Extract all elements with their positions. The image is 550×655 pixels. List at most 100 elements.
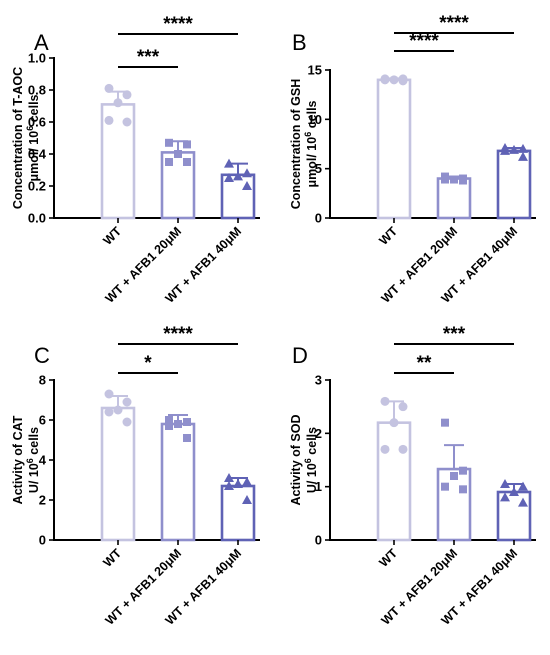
bar bbox=[160, 422, 196, 542]
x-tick-label: WT bbox=[376, 224, 400, 248]
bar bbox=[376, 78, 412, 220]
significance-label: **** bbox=[163, 14, 193, 35]
y-tick-label: 2 bbox=[315, 426, 322, 441]
data-point bbox=[459, 176, 467, 185]
data-point bbox=[174, 420, 182, 428]
y-axis-label-line: Activity of SOD bbox=[289, 415, 303, 506]
y-tick-label: 5 bbox=[315, 161, 322, 176]
y-axis-label-line: U/ 106 cells bbox=[25, 427, 41, 493]
y-axis-label: Concentration of GSH μmol/ 106 cells bbox=[289, 79, 319, 210]
y-axis-label: Concentration of T-AOC μmol/ 106 cells bbox=[11, 67, 41, 209]
data-point bbox=[380, 396, 390, 406]
data-point bbox=[398, 402, 408, 412]
significance-label: * bbox=[144, 353, 152, 374]
data-point bbox=[104, 407, 114, 417]
significance-label: **** bbox=[163, 324, 193, 345]
y-tick-label: 1.0 bbox=[28, 51, 46, 66]
y-tick-label: 0.6 bbox=[28, 115, 46, 130]
data-point bbox=[183, 434, 191, 442]
y-tick-label: 2 bbox=[39, 493, 46, 508]
y-axis-label-line: μmol/ 106 cells bbox=[303, 100, 319, 187]
data-point bbox=[122, 117, 132, 127]
data-point bbox=[183, 140, 191, 149]
data-point bbox=[441, 482, 449, 491]
y-axis-label-line: Concentration of T-AOC bbox=[11, 67, 25, 209]
data-point bbox=[441, 175, 449, 184]
data-point bbox=[224, 481, 234, 490]
data-point bbox=[104, 115, 114, 125]
data-point bbox=[518, 481, 528, 491]
y-axis-label-line: U/ 106 cells bbox=[303, 427, 319, 493]
data-point bbox=[450, 472, 458, 480]
y-axis-label: Activity of CAT U/ 106 cells bbox=[11, 415, 41, 504]
bar bbox=[376, 421, 412, 542]
y-tick-label: 0.0 bbox=[28, 211, 46, 226]
data-point bbox=[104, 83, 114, 93]
significance-label: ** bbox=[417, 353, 432, 374]
y-tick-label: 4 bbox=[39, 453, 47, 468]
data-point bbox=[165, 416, 173, 424]
data-point bbox=[165, 138, 173, 147]
data-point bbox=[518, 143, 528, 153]
y-tick-label: 8 bbox=[39, 373, 46, 388]
data-point bbox=[224, 173, 234, 182]
y-tick-label: 6 bbox=[39, 413, 46, 428]
data-point bbox=[509, 144, 519, 154]
data-point bbox=[242, 168, 252, 178]
data-point bbox=[398, 444, 408, 454]
y-axis-label: Activity of SOD U/ 106 cells bbox=[289, 415, 319, 506]
panel-label: A bbox=[34, 30, 49, 55]
y-tick-label: 0 bbox=[315, 211, 322, 226]
data-point bbox=[450, 175, 458, 184]
data-point bbox=[389, 418, 399, 428]
y-axis-label-line: Activity of CAT bbox=[11, 415, 25, 504]
data-point bbox=[165, 158, 173, 166]
data-point bbox=[518, 151, 528, 161]
data-point bbox=[174, 150, 182, 158]
data-point bbox=[122, 90, 132, 100]
data-point bbox=[398, 76, 408, 86]
data-point bbox=[509, 487, 519, 496]
data-point bbox=[165, 422, 173, 430]
data-point bbox=[122, 417, 132, 427]
data-point bbox=[518, 497, 528, 507]
y-tick-label: 15 bbox=[308, 63, 322, 78]
y-tick-label: 10 bbox=[308, 112, 322, 127]
panel-label: C bbox=[34, 343, 50, 368]
data-point bbox=[242, 495, 252, 504]
bar bbox=[100, 406, 136, 542]
bar bbox=[220, 484, 256, 542]
data-point bbox=[233, 479, 243, 488]
significance-label: **** bbox=[409, 31, 439, 52]
y-axis-label-line: μmol/ 106 cells bbox=[25, 94, 41, 181]
y-tick-label: 0 bbox=[39, 533, 46, 548]
y-axis-label-line: Concentration of GSH bbox=[289, 79, 303, 210]
data-point bbox=[380, 444, 390, 454]
x-tick-label: WT bbox=[376, 546, 400, 570]
data-point bbox=[183, 418, 191, 426]
data-point bbox=[122, 397, 132, 407]
data-point bbox=[224, 158, 234, 168]
data-point bbox=[500, 145, 510, 155]
panel-label: B bbox=[292, 30, 307, 55]
panel-label: D bbox=[292, 343, 308, 368]
significance-label: **** bbox=[439, 13, 469, 34]
bar bbox=[496, 149, 532, 220]
data-point bbox=[500, 479, 510, 488]
data-point bbox=[380, 75, 390, 85]
y-tick-label: 0.8 bbox=[28, 83, 46, 98]
data-point bbox=[459, 466, 467, 475]
data-point bbox=[224, 473, 234, 482]
data-point bbox=[183, 158, 191, 166]
y-tick-label: 3 bbox=[315, 373, 322, 388]
significance-label: *** bbox=[443, 324, 466, 345]
data-point bbox=[113, 405, 123, 415]
data-point bbox=[441, 418, 449, 427]
data-point bbox=[459, 485, 467, 494]
data-point bbox=[113, 98, 123, 108]
